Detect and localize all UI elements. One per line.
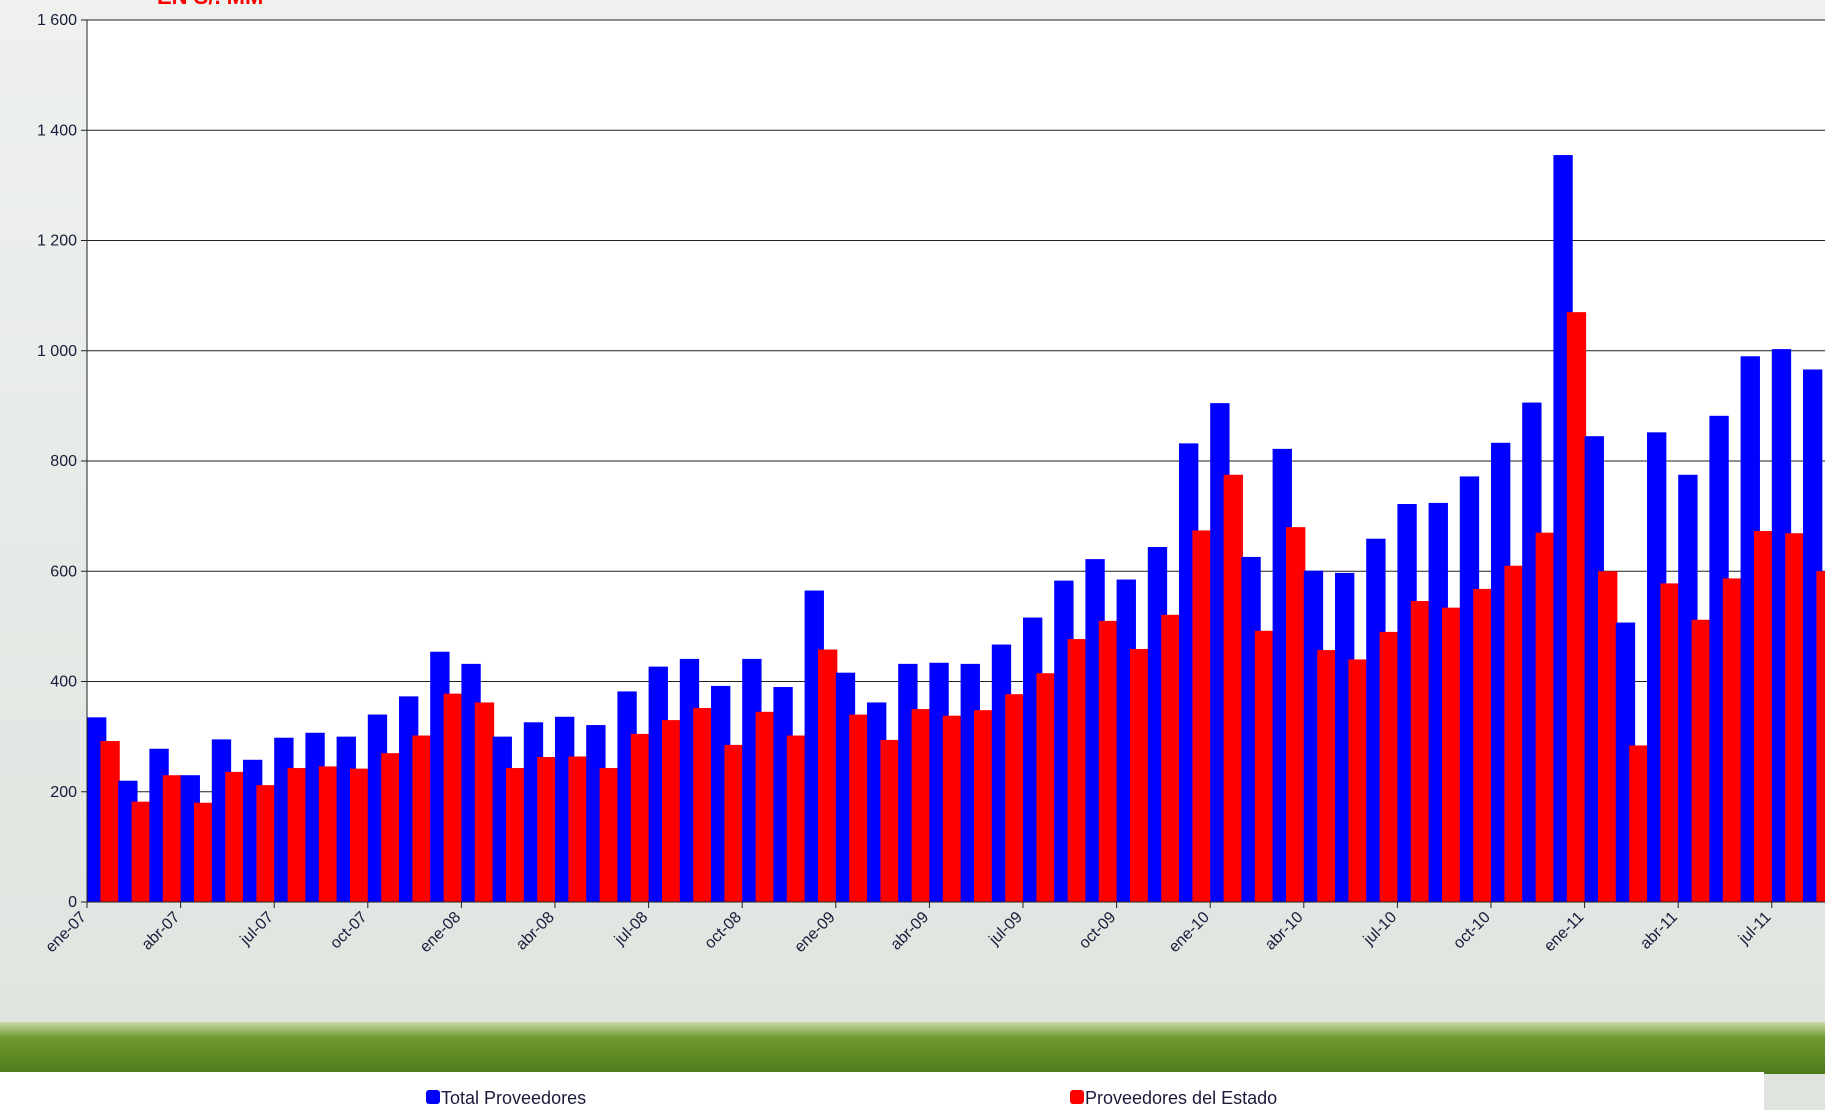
x-tick-label: jul-08 [611,909,651,949]
bar [1130,648,1150,902]
x-tick-label: jul-11 [1735,909,1775,949]
green-band [0,1022,1825,1074]
y-tick-label: 400 [50,674,77,691]
y-tick-label: 1 000 [37,343,77,360]
bar [1067,639,1087,902]
bar [818,649,838,902]
bar [1691,619,1711,902]
bar [1036,673,1056,902]
x-tick-label: ene-07 [43,909,90,956]
bar [506,768,526,902]
bar [693,707,713,902]
x-tick-label: abr-10 [1262,909,1307,954]
x-tick-label: jul-07 [237,909,277,949]
bar [880,739,900,902]
legend-swatch [426,1090,440,1104]
x-tick-label: jul-09 [985,909,1025,949]
x-tick-label: abr-09 [888,909,933,954]
bar [131,801,151,902]
bar [162,775,183,902]
bar [1785,533,1805,902]
bar [1286,527,1306,902]
y-tick-label: 1 200 [37,233,77,250]
bar [1254,630,1275,902]
x-tick-label: ene-08 [417,909,464,956]
y-tick-label: 600 [50,563,77,580]
bar [1317,650,1337,902]
x-tick-label: jul-10 [1360,909,1400,949]
bar [1223,474,1243,902]
y-tick-label: 200 [50,784,77,801]
chart-title: EN S/. MM [157,0,263,9]
legend-swatch [1070,1090,1084,1104]
bar [1598,571,1618,902]
x-tick-label: abr-07 [139,909,184,954]
bar [1379,631,1399,902]
legend-label: Proveedores del Estado [1085,1088,1277,1108]
bar [287,768,307,902]
bar [1535,532,1555,902]
x-tick-label: oct-09 [1076,909,1120,953]
bar [849,714,869,902]
bar [1816,571,1825,902]
bar [974,710,994,902]
legend-box [0,1072,1764,1110]
x-tick-label: oct-10 [1450,909,1494,953]
bar [1660,583,1680,902]
bar [1442,607,1462,902]
bar [194,802,214,902]
y-tick-label: 800 [50,453,77,470]
bar [412,735,432,902]
bar [599,768,619,902]
bar [1005,694,1025,902]
x-tick-label: ene-10 [1166,909,1213,956]
bar [1504,565,1524,902]
x-tick-label: ene-09 [791,909,838,956]
y-tick-label: 1 600 [37,12,77,29]
legend-label: Total Proveedores [441,1088,586,1108]
bar [256,785,276,902]
bar [1473,588,1493,902]
bar [225,771,245,902]
bar [630,733,651,902]
bar [1722,578,1743,902]
bar [474,702,495,902]
x-tick-label: abr-08 [513,909,558,954]
bar [350,768,370,902]
bar [318,766,339,902]
x-tick-label: abr-11 [1637,909,1681,953]
bar [1754,531,1774,902]
x-tick-label: ene-11 [1541,909,1587,955]
bar [537,757,557,902]
bar [1629,745,1649,902]
bar [786,735,807,902]
bar [100,741,120,902]
bar [1410,601,1431,902]
bar [911,709,931,902]
bar [942,715,963,902]
bar [381,753,401,902]
x-tick-label: oct-08 [702,909,746,953]
bar [1098,620,1119,902]
y-tick-label: 0 [68,894,77,911]
bar [1348,659,1368,902]
bar [755,711,775,902]
bar [443,693,463,902]
y-tick-label: 1 400 [37,122,77,139]
bar [724,744,744,902]
bar [1192,530,1212,902]
bar [1566,312,1587,903]
bar [568,756,588,902]
x-tick-label: oct-07 [327,909,371,953]
bar [662,720,682,902]
bar [1161,614,1181,902]
